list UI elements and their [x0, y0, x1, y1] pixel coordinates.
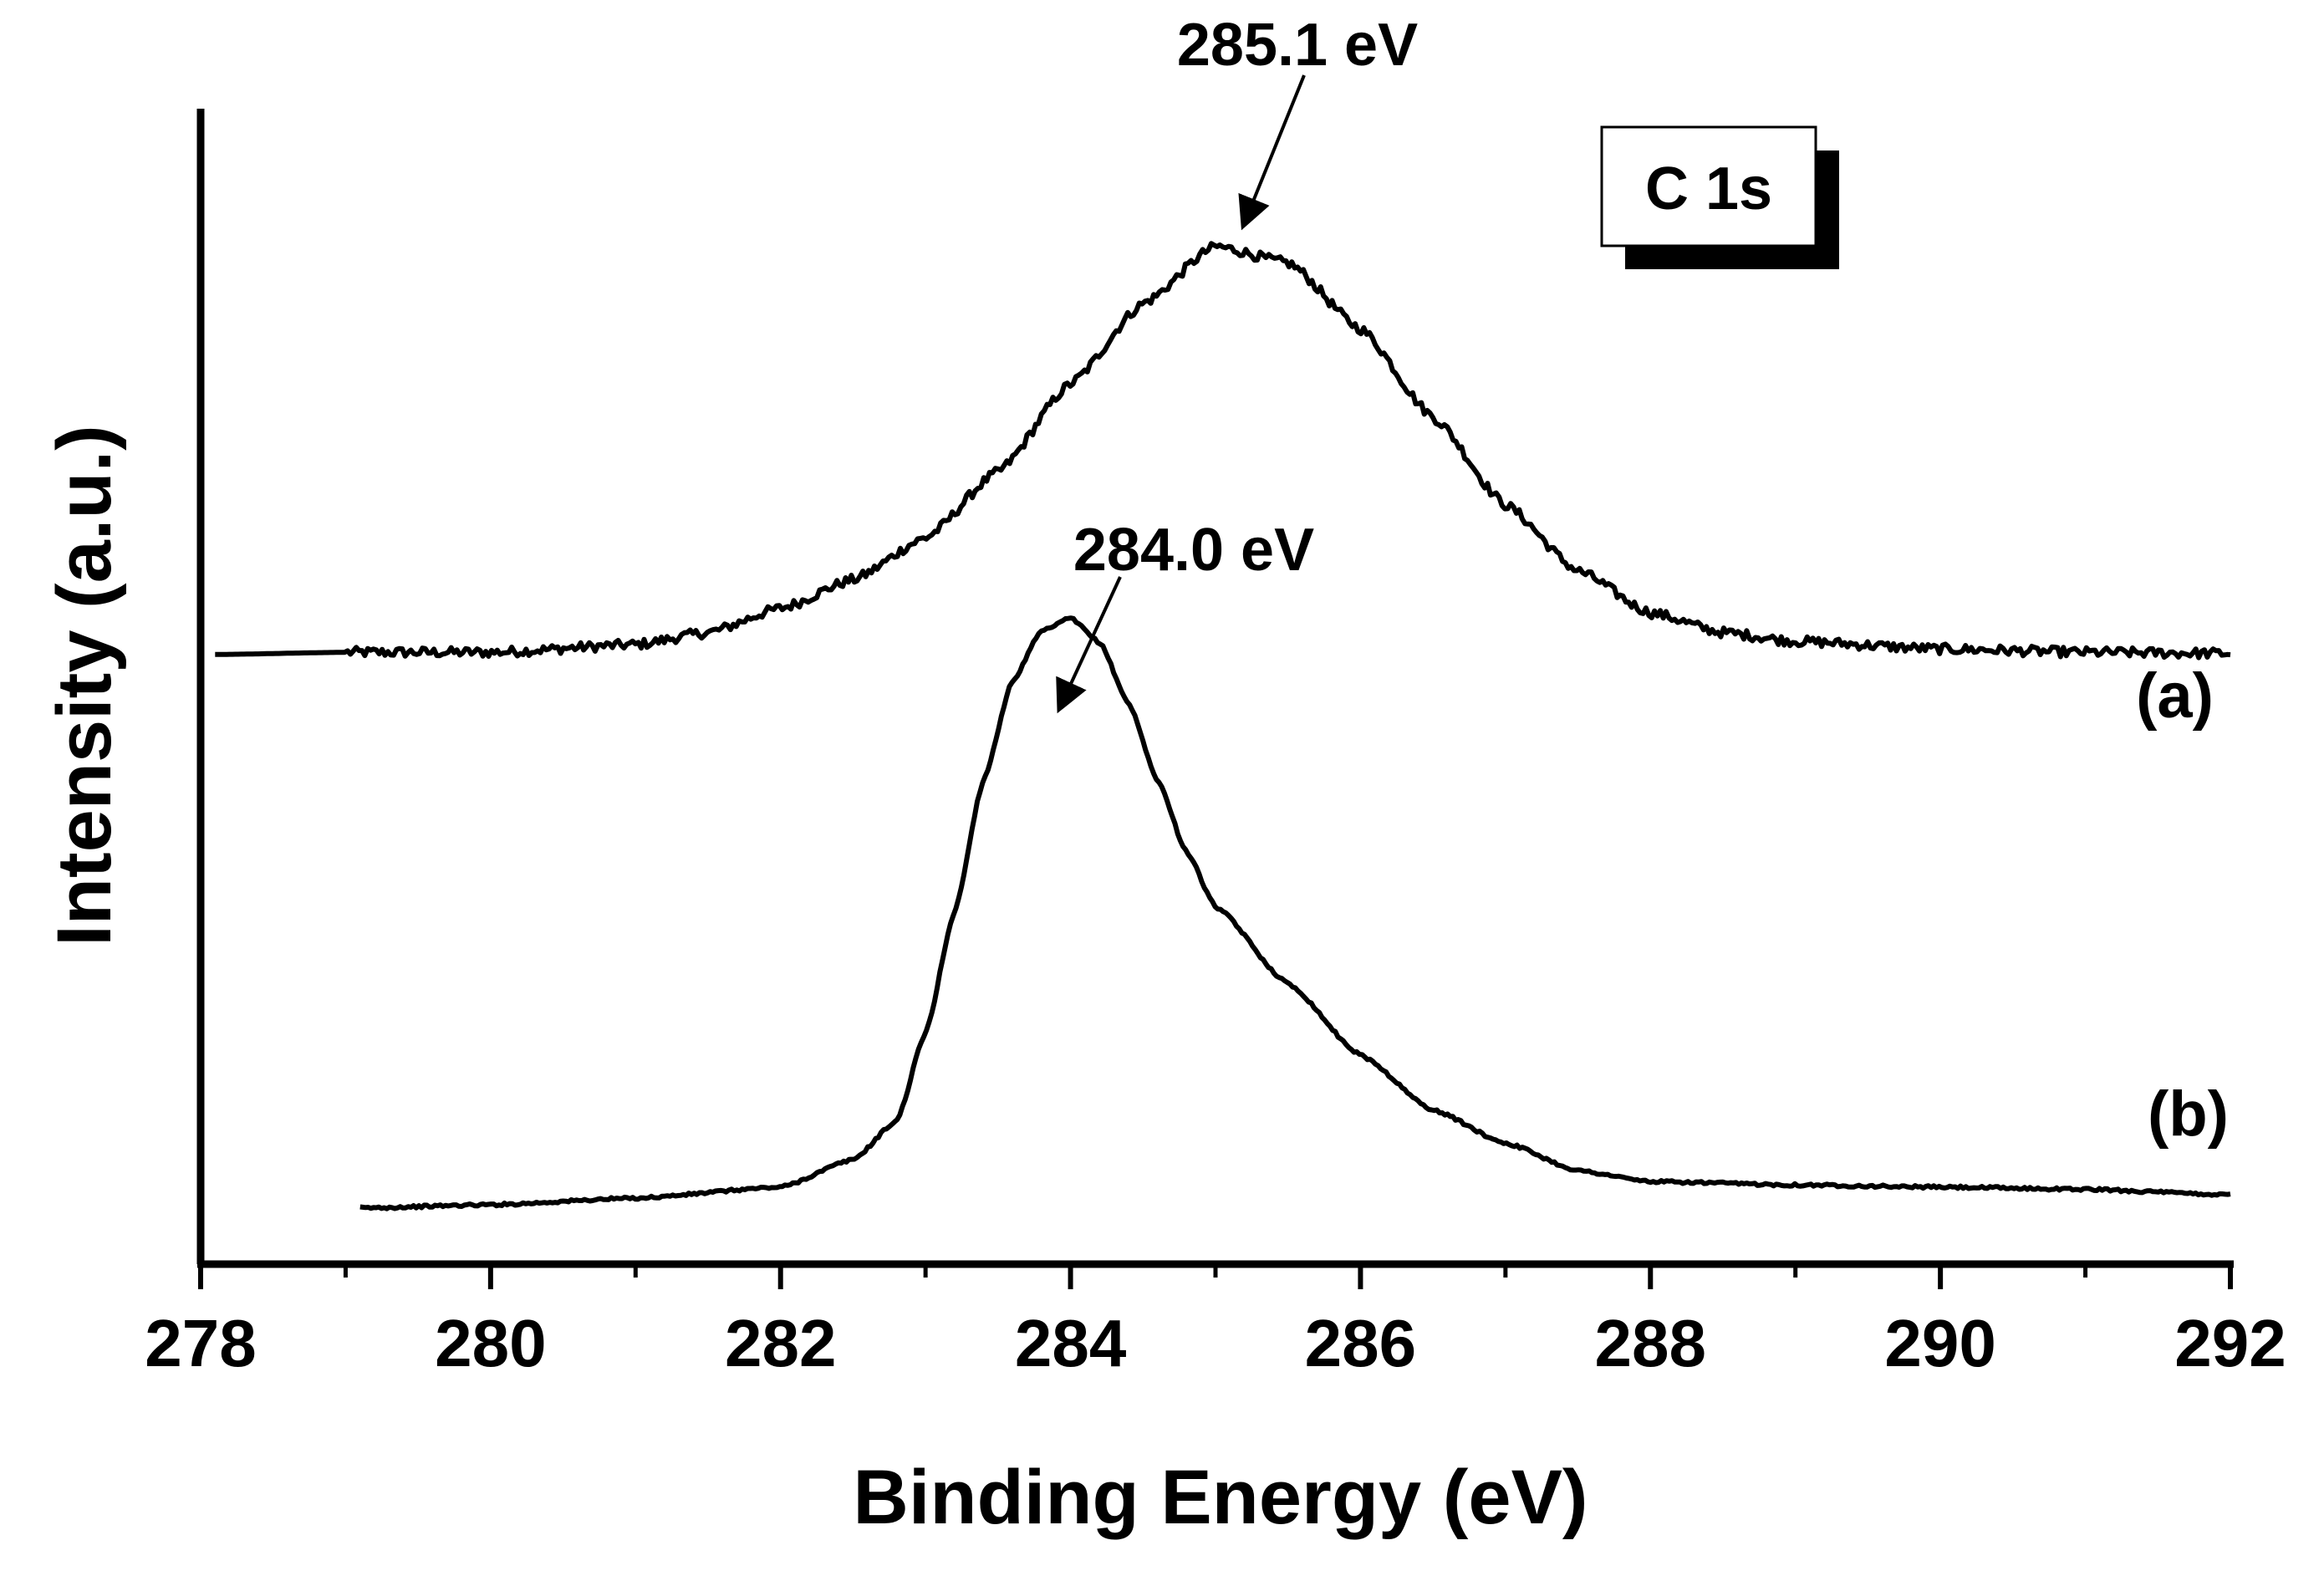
x-tick-label-278: 278 — [145, 1306, 256, 1380]
annotation-peak-a: 285.1 eV — [1177, 12, 1418, 231]
legend-box: C 1s — [1600, 125, 1839, 269]
x-tick-label-280: 280 — [435, 1306, 546, 1380]
x-tick-label-292: 292 — [2174, 1306, 2286, 1380]
series-line-a — [215, 241, 2231, 660]
x-axis-ticks — [198, 1264, 2233, 1289]
axes — [196, 109, 2234, 1268]
legend-label: C 1s — [1645, 156, 1772, 222]
annotation-peak-b: 284.0 eV — [1056, 517, 1314, 714]
annotation-peak-b-arrow — [1056, 576, 1122, 714]
x-axis-tick-labels: 278 280 282 284 286 288 290 292 — [145, 1306, 2286, 1380]
series-label-a: (a) — [2136, 660, 2214, 732]
x-tick-label-288: 288 — [1595, 1306, 1706, 1380]
y-axis-title: Intensity (a.u.) — [42, 425, 127, 946]
x-tick-label-282: 282 — [725, 1306, 836, 1380]
series-line-b — [359, 615, 2231, 1211]
annotation-peak-a-text: 285.1 eV — [1177, 12, 1418, 79]
x-tick-label-290: 290 — [1884, 1306, 1995, 1380]
series-label-b: (b) — [2148, 1079, 2229, 1150]
legend-frame — [1600, 125, 1817, 247]
annotation-peak-b-text: 284.0 eV — [1073, 517, 1314, 584]
annotation-peak-a-arrow — [1238, 74, 1306, 231]
series — [215, 241, 2231, 1211]
x-tick-label-286: 286 — [1305, 1306, 1416, 1380]
x-axis-title: Binding Energy (eV) — [853, 1455, 1588, 1540]
x-tick-label-284: 284 — [1015, 1306, 1127, 1380]
